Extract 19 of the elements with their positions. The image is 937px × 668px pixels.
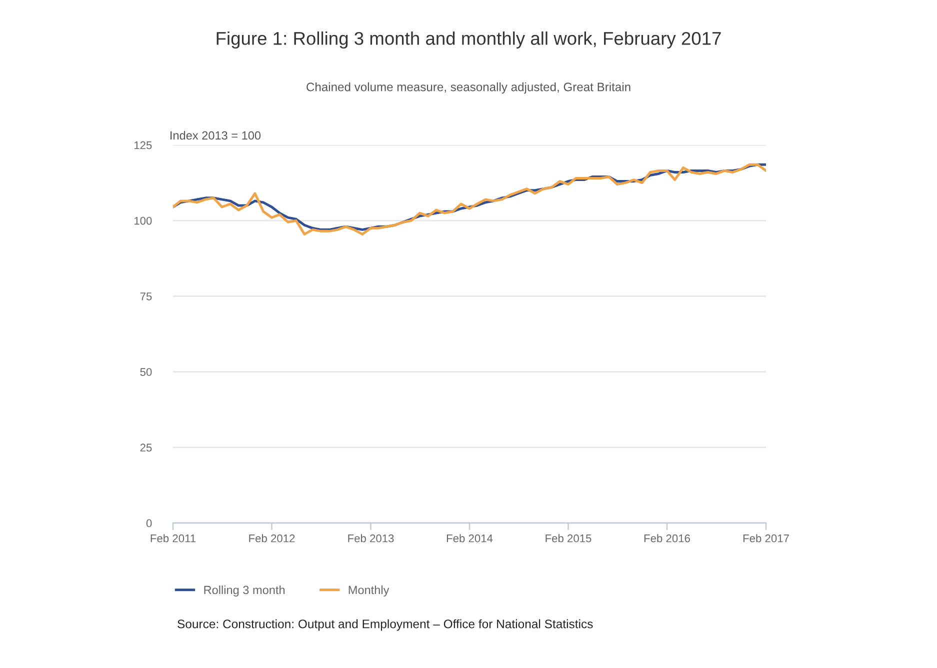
x-tick-label: Feb 2011	[150, 534, 196, 542]
x-tick-label: Feb 2017	[743, 534, 789, 542]
y-tick-label: 0	[146, 519, 152, 528]
legend-label: Monthly	[348, 585, 390, 597]
chart-subtitle: Chained volume measure, seasonally adjusted, Great Britain	[306, 82, 630, 94]
legend-label: Rolling 3 month	[204, 585, 285, 597]
y-tick-label: 125	[134, 141, 152, 150]
y-axis-title: Index 2013 = 100	[170, 130, 261, 140]
x-tick-label: Feb 2013	[348, 534, 394, 542]
y-tick-label: 75	[140, 292, 152, 300]
source-note: Source: Construction: Output and Employment – Office for National Statistics	[178, 619, 593, 631]
x-tick-label: Feb 2015	[546, 534, 592, 542]
y-tick-label: 50	[140, 368, 152, 376]
y-tick-label: 100	[134, 216, 152, 225]
chart-title: Figure 1: Rolling 3 month and monthly all work, February 2017	[216, 31, 721, 49]
x-tick-label: Feb 2012	[249, 534, 295, 542]
y-tick-label: 25	[140, 444, 152, 452]
x-tick-label: Feb 2014	[446, 534, 493, 542]
x-tick-label: Feb 2016	[644, 534, 690, 542]
